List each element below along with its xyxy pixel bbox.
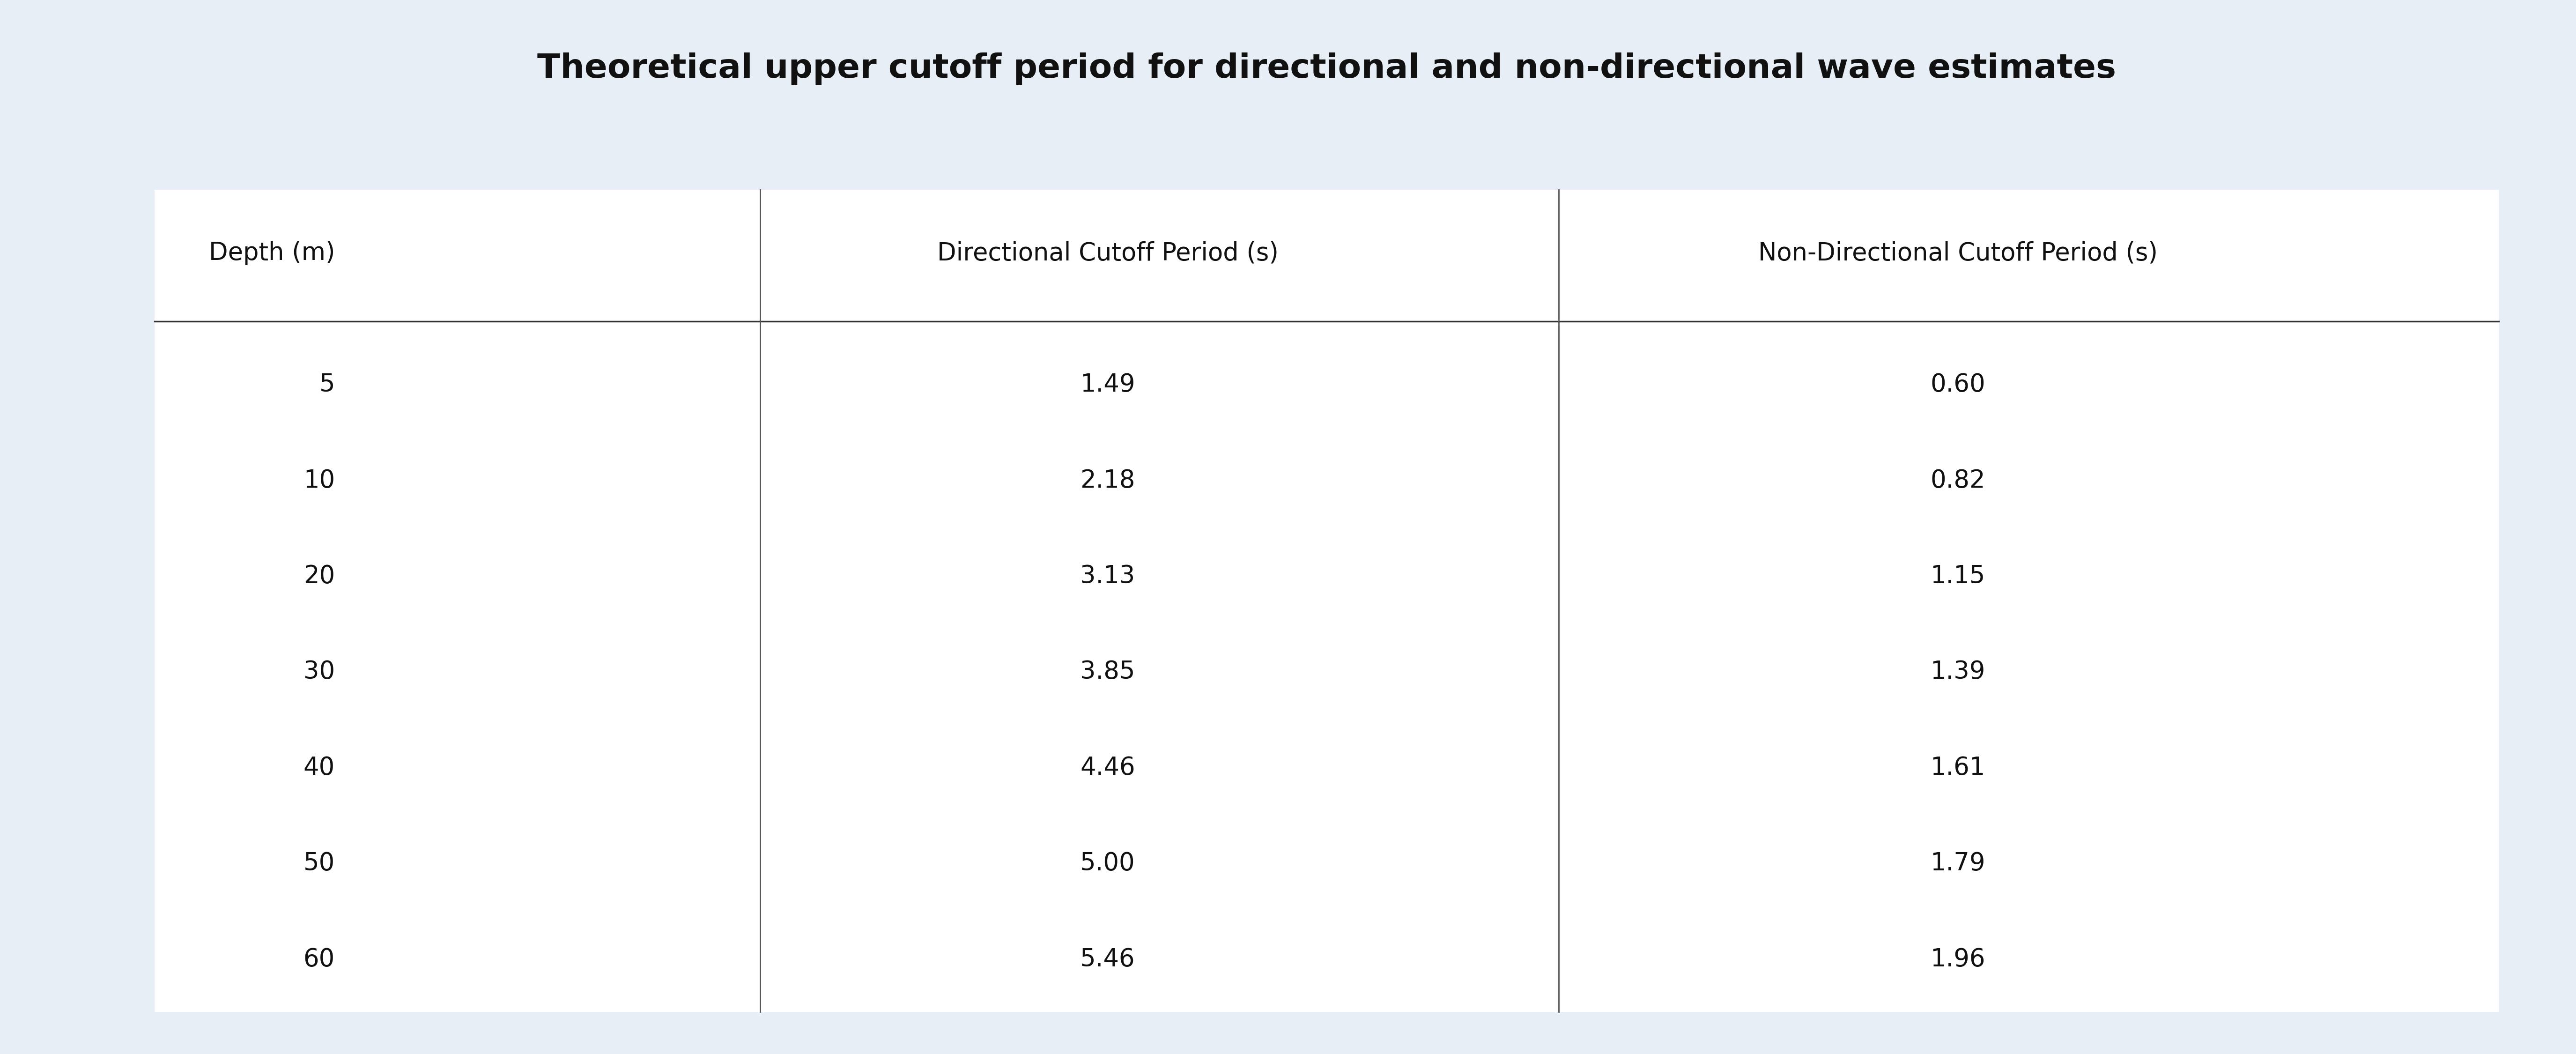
Text: 3.85: 3.85 xyxy=(1079,660,1136,684)
Text: 2.18: 2.18 xyxy=(1079,468,1136,492)
Text: 5.00: 5.00 xyxy=(1079,852,1136,876)
Text: 1.79: 1.79 xyxy=(1929,852,1986,876)
Text: 0.82: 0.82 xyxy=(1929,468,1986,492)
Text: 5: 5 xyxy=(319,372,335,397)
Text: 1.96: 1.96 xyxy=(1929,946,1986,972)
Text: 3.13: 3.13 xyxy=(1079,564,1136,588)
Text: 30: 30 xyxy=(304,660,335,684)
FancyBboxPatch shape xyxy=(155,190,2499,1012)
Text: 1.49: 1.49 xyxy=(1079,372,1136,397)
Text: 40: 40 xyxy=(304,756,335,780)
Text: 1.15: 1.15 xyxy=(1929,564,1986,588)
Text: Theoretical upper cutoff period for directional and non-directional wave estimat: Theoretical upper cutoff period for dire… xyxy=(538,53,2115,84)
Text: 60: 60 xyxy=(304,946,335,972)
Text: Depth (m): Depth (m) xyxy=(209,240,335,266)
Text: 0.60: 0.60 xyxy=(1929,372,1986,397)
Text: 5.46: 5.46 xyxy=(1079,946,1136,972)
Text: Directional Cutoff Period (s): Directional Cutoff Period (s) xyxy=(938,240,1278,266)
Text: 1.61: 1.61 xyxy=(1929,756,1986,780)
Text: 1.39: 1.39 xyxy=(1929,660,1986,684)
Text: 50: 50 xyxy=(304,852,335,876)
Text: 10: 10 xyxy=(304,468,335,492)
Text: Non-Directional Cutoff Period (s): Non-Directional Cutoff Period (s) xyxy=(1757,240,2159,266)
Text: 4.46: 4.46 xyxy=(1079,756,1136,780)
Text: 20: 20 xyxy=(304,564,335,588)
